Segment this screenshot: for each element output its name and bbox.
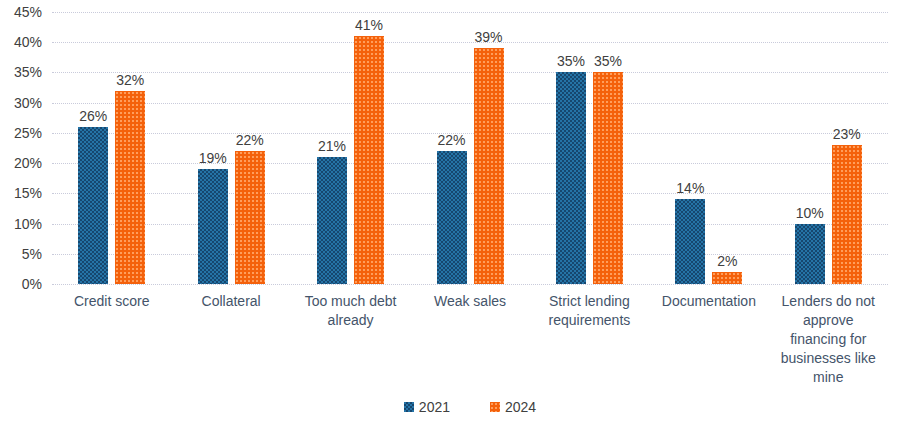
bar-2024: [115, 91, 145, 284]
bar-2021: [795, 224, 825, 284]
data-label: 2%: [717, 253, 737, 269]
gridline: [52, 254, 888, 255]
gridline: [52, 103, 888, 104]
y-tick-label: 10%: [0, 216, 42, 232]
gridline: [52, 163, 888, 164]
bar-2024: [593, 72, 623, 284]
data-label: 39%: [474, 29, 502, 45]
data-label: 26%: [79, 108, 107, 124]
data-label: 21%: [318, 138, 346, 154]
bar-2024: [474, 48, 504, 284]
category-label: Collateral: [171, 292, 290, 311]
gridline: [52, 133, 888, 134]
data-label: 22%: [437, 132, 465, 148]
data-label: 35%: [557, 53, 585, 69]
data-label: 32%: [116, 72, 144, 88]
bar-2024: [712, 272, 742, 284]
data-label: 22%: [236, 132, 264, 148]
category-label: Strict lending requirements: [530, 292, 649, 330]
gridline: [52, 224, 888, 225]
category-label: Documentation: [649, 292, 768, 311]
gridline: [52, 42, 888, 43]
y-tick-label: 25%: [0, 125, 42, 141]
gridline: [52, 193, 888, 194]
category-label: Credit score: [52, 292, 171, 311]
bar-2021: [317, 157, 347, 284]
category-label: Lenders do not approve financing for bus…: [769, 292, 888, 387]
legend-item-2024: 2024: [490, 399, 536, 415]
bar-2024: [354, 36, 384, 284]
category-label: Weak sales: [410, 292, 529, 311]
bar-2021: [198, 169, 228, 284]
legend-label: 2024: [505, 399, 536, 415]
y-tick-label: 45%: [0, 4, 42, 20]
bar-chart: 0% 5% 10% 15% 20% 25% 30% 35% 40% 45% Credit scor…: [0, 0, 899, 427]
bar-2024: [832, 145, 862, 284]
legend-swatch: [404, 402, 414, 412]
bar-2021: [78, 127, 108, 284]
bar-2024: [235, 151, 265, 284]
data-label: 10%: [796, 205, 824, 221]
data-label: 41%: [355, 17, 383, 33]
y-tick-label: 0%: [0, 276, 42, 292]
data-label: 19%: [199, 150, 227, 166]
data-label: 14%: [676, 180, 704, 196]
bar-2021: [556, 72, 586, 284]
data-label: 35%: [594, 53, 622, 69]
bar-2021: [437, 151, 467, 284]
legend-item-2021: 2021: [404, 399, 450, 415]
legend-label: 2021: [419, 399, 450, 415]
gridline: [52, 72, 888, 73]
category-label: Too much debt already: [291, 292, 410, 330]
y-tick-label: 5%: [0, 246, 42, 262]
y-tick-label: 15%: [0, 185, 42, 201]
plot-area: [52, 12, 888, 284]
gridline: [52, 284, 888, 285]
y-tick-label: 35%: [0, 64, 42, 80]
y-tick-label: 30%: [0, 95, 42, 111]
gridline: [52, 12, 888, 13]
y-tick-label: 40%: [0, 34, 42, 50]
data-label: 23%: [833, 126, 861, 142]
bar-2021: [675, 199, 705, 284]
y-tick-label: 20%: [0, 155, 42, 171]
legend-swatch: [490, 402, 500, 412]
legend: 2021 2024: [52, 399, 888, 415]
